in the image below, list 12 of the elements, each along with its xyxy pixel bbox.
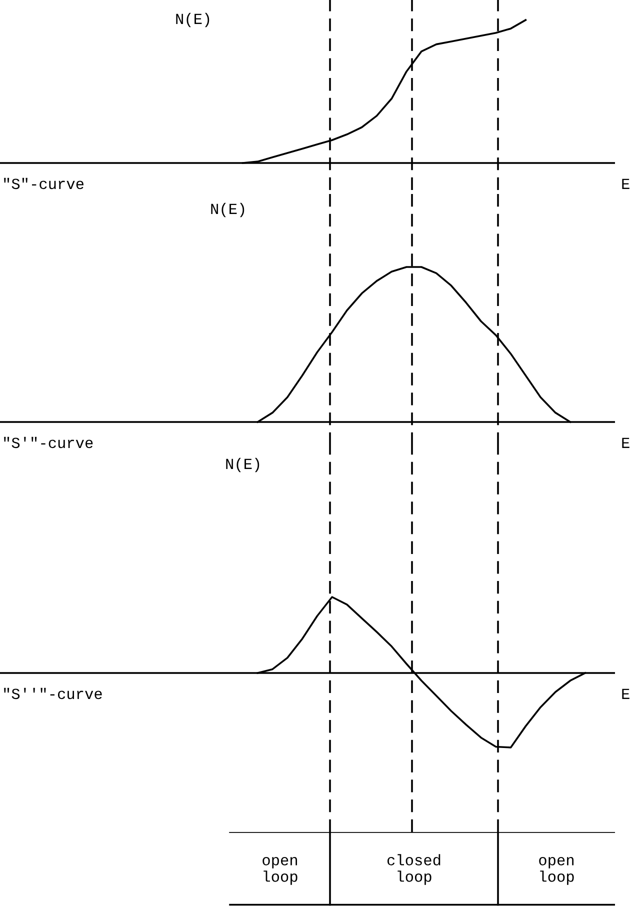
x-axis-title: E xyxy=(622,688,630,699)
y-axis-title: N(E) xyxy=(226,458,260,472)
y-axis-title: N(E) xyxy=(211,202,244,218)
text: closed loop xyxy=(387,854,440,885)
text: "S"-curve xyxy=(4,178,84,190)
text: open loop xyxy=(539,856,574,885)
x-axis-title: E xyxy=(622,438,630,448)
text: open loop xyxy=(262,856,298,885)
text: "S'"-curve xyxy=(4,436,93,448)
x-axis-title: E xyxy=(622,178,630,189)
annotation: "S''"-curve xyxy=(4,688,102,700)
y-axis-title: N(E) xyxy=(176,12,210,28)
